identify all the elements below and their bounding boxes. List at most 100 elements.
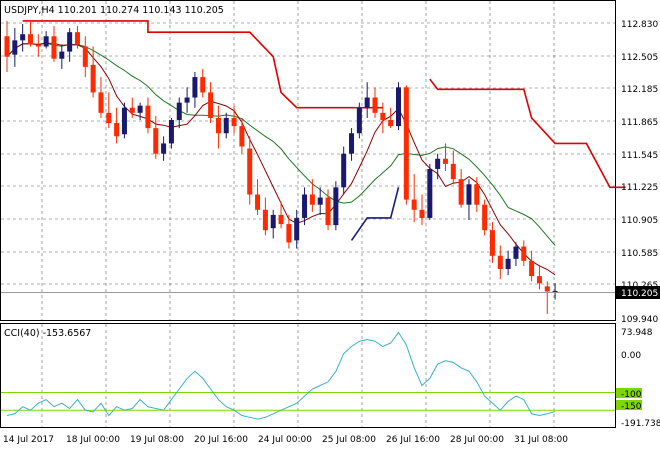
candle [341, 146, 347, 195]
price-label: 111.865 [621, 118, 658, 128]
candle-body [536, 276, 542, 284]
trailing-stop-upper [22, 20, 626, 189]
candle [513, 242, 519, 266]
time-label: 18 Jul 00:00 [66, 435, 120, 445]
candle [294, 209, 300, 249]
candle-body [137, 105, 143, 113]
candle-body [372, 97, 378, 113]
candle-body [59, 51, 65, 59]
candle-body [153, 128, 159, 154]
time-label: 24 Jul 00:00 [258, 435, 312, 445]
candle [51, 26, 57, 62]
candle-body [458, 179, 464, 205]
candle [184, 87, 190, 113]
candle [286, 214, 292, 249]
candle-body [356, 107, 362, 134]
candle [442, 143, 448, 172]
candle [192, 71, 198, 108]
candle [529, 250, 535, 282]
candle [364, 82, 370, 118]
candle-body [215, 117, 221, 134]
candle [153, 115, 159, 159]
candle-body [114, 123, 120, 137]
candle-body [270, 214, 276, 229]
candle-body [489, 230, 495, 256]
price-panel[interactable] [0, 0, 616, 321]
candle-body [474, 184, 480, 205]
candle [474, 177, 480, 212]
candle [43, 31, 49, 49]
price-label: 112.185 [621, 85, 658, 95]
candle-body [482, 204, 488, 231]
cci-level-tag [616, 400, 642, 410]
candle [176, 97, 182, 129]
candle-body [145, 105, 151, 129]
candle [82, 36, 88, 78]
candle-body [388, 119, 394, 127]
candle [90, 46, 96, 98]
candle-body [192, 77, 198, 98]
candle [552, 283, 558, 300]
candle [12, 28, 18, 67]
candle-body [529, 260, 535, 277]
candle [247, 136, 253, 205]
time-label: 19 Jul 08:00 [130, 435, 184, 445]
candle [223, 112, 229, 139]
candle [450, 150, 456, 185]
candle-body [349, 133, 355, 154]
candle-body [129, 107, 135, 113]
cci-level-label: -100 [621, 390, 642, 400]
cci-header: CCI(40) -153.6567 [4, 328, 91, 339]
candle [208, 82, 214, 124]
cci-max-label: 73.948 [621, 328, 653, 338]
time-label: 31 Jul 08:00 [514, 435, 568, 445]
candle [435, 153, 441, 180]
candle [497, 245, 503, 280]
price-label: 112.830 [621, 20, 658, 30]
candle [114, 107, 120, 144]
candle-body [231, 117, 237, 127]
time-label: 26 Jul 16:00 [386, 435, 440, 445]
candle-body [168, 119, 174, 144]
price-label: 110.905 [621, 216, 658, 226]
candle-body [411, 199, 417, 210]
candle-body [121, 107, 127, 135]
candle [145, 97, 151, 134]
candle-body [67, 32, 73, 52]
candle-body [341, 153, 347, 188]
candle [411, 174, 417, 223]
current-price-value: 110.205 [621, 289, 658, 299]
candle [536, 265, 542, 290]
candle-body [380, 112, 386, 120]
candle-body [333, 187, 339, 226]
candle [4, 20, 10, 72]
candle [262, 197, 268, 236]
candle-body [43, 36, 49, 47]
candle-body [294, 217, 300, 241]
current-price-tag [616, 286, 660, 299]
ma-slow-line [6, 42, 556, 246]
candle [27, 21, 33, 47]
candle [380, 102, 386, 134]
candle [349, 128, 355, 161]
candle [239, 117, 245, 154]
candle-body [262, 209, 268, 231]
candle-body [497, 255, 503, 270]
candle [489, 222, 495, 263]
candle-body [90, 64, 96, 93]
candle-body [176, 102, 182, 120]
candle-body [505, 258, 511, 270]
cci-level-label: -150 [621, 402, 642, 412]
candle [20, 24, 26, 52]
candle-body [247, 148, 253, 195]
candle-body [427, 168, 433, 218]
price-label: 110.585 [621, 249, 658, 259]
cci-zero-label: 0.00 [621, 351, 641, 361]
candle [161, 136, 167, 161]
candle [372, 87, 378, 118]
price-axis: 112.830 112.505 112.185 111.865 111.545 … [616, 20, 660, 325]
candle-body [20, 34, 26, 41]
candle-body [208, 92, 214, 118]
